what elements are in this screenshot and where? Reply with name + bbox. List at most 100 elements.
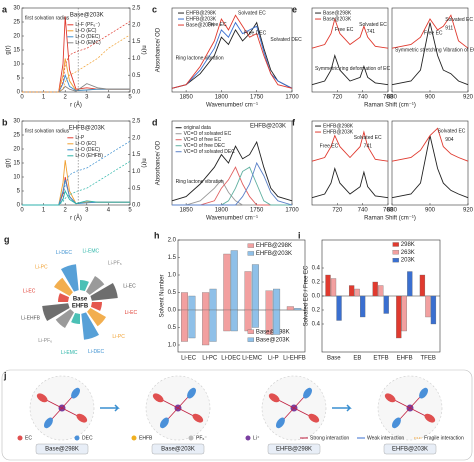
legend-label: Li-O (EC) (75, 141, 96, 147)
bar (348, 285, 355, 297)
series-line (391, 127, 469, 162)
x-axis-label: Raman Shift (cm⁻¹) (364, 103, 416, 109)
x-tick-label: 0 (20, 208, 24, 214)
bar (223, 309, 231, 332)
ring-label: Li-DEC (88, 349, 105, 355)
panel-j-frame (1, 369, 473, 461)
legend-swatch (247, 251, 255, 256)
y2-tick-label: 0.5 (132, 73, 141, 79)
panel-letter: g (4, 234, 10, 244)
bar (286, 306, 294, 311)
legend-label: EHFB@298K (256, 243, 292, 249)
annotation: Solvated EC (445, 17, 473, 23)
x-tick-label: 920 (463, 95, 474, 101)
annotation: 741 (367, 29, 376, 35)
y-tick-label: 2.0 (168, 238, 177, 244)
x-axis-label: r (Å) (70, 102, 82, 109)
chart-title: Base@203K (70, 12, 104, 18)
legend-label: Base@203K (186, 22, 215, 28)
bar (273, 288, 281, 311)
legend-swatch (392, 250, 399, 255)
legend-label: Base@203K (323, 16, 352, 22)
legend-label: original data (184, 125, 211, 131)
state-box (383, 443, 437, 455)
x-tick-label: Li-EC (181, 356, 197, 362)
y-tick-label: 0.5 (168, 290, 177, 296)
state-label: Base@298K (45, 447, 79, 453)
bar (202, 309, 210, 346)
series-line (22, 176, 130, 206)
y-tick-label: 0.0 (168, 308, 177, 314)
y-tick-label: 25 (13, 133, 20, 139)
y2-tick-label: 2.5 (132, 119, 141, 125)
annotation: 904 (445, 137, 454, 143)
state-label: EHFB@298K (276, 447, 312, 453)
legend-label: Li-O (DEC) (75, 34, 100, 40)
x-tick-label: 4 (107, 95, 111, 101)
solvent (36, 393, 48, 403)
legend-label: Li-O (EC) (75, 28, 96, 34)
x-tick-label: 1850 (179, 95, 193, 101)
legend-label: EHFB@203K (186, 16, 217, 22)
solvent (187, 387, 197, 399)
legend-label: 203K (401, 258, 415, 264)
x-tick-label: 1700 (285, 208, 299, 214)
series-line (311, 17, 389, 49)
panel-letter: i (298, 230, 301, 240)
center-label: EHFB (72, 304, 89, 310)
y2-tick-label: 0.0 (132, 90, 141, 96)
bar (251, 264, 259, 311)
series-line (172, 161, 293, 206)
series-line (391, 135, 469, 199)
y-tick-label: 10 (13, 62, 20, 68)
wedge (87, 308, 106, 327)
ring-label: Li-EC (123, 283, 136, 289)
x-tick-label: 740 (358, 208, 369, 214)
bar (383, 295, 389, 314)
y-tick-label: 5 (17, 76, 21, 82)
solvent (275, 417, 285, 429)
legend-label: EHFB@203K (256, 251, 292, 257)
solvent (268, 393, 280, 403)
series-line (311, 53, 389, 86)
x-tick-label: 900 (425, 208, 436, 214)
y-axis-label: Absorbance/ OD (156, 27, 162, 72)
legend-label: 263K (401, 250, 415, 256)
bar (181, 309, 188, 342)
y-tick-label: 0.4 (312, 266, 321, 272)
series-line (22, 179, 130, 206)
solvent (308, 413, 320, 423)
panel-letter: h (154, 230, 160, 240)
legend-label: Weak interaction (367, 435, 404, 441)
axes-frame (177, 239, 306, 353)
ring-label: Li-EHFB (21, 315, 41, 321)
cn-line (22, 161, 131, 206)
radius-label: first solvation radius (25, 15, 70, 21)
arrow (332, 404, 352, 412)
series-line (391, 22, 469, 86)
cn-line (22, 34, 131, 93)
series-line (171, 14, 293, 89)
annotation: Solvated DEC (270, 37, 302, 43)
panel-letter: b (2, 117, 8, 127)
state-label: EHFB@203K (392, 447, 428, 453)
legend-label: Li-O (EHFB) (75, 153, 103, 159)
x-axis-label: Raman Shift (cm⁻¹) (364, 216, 416, 222)
y-tick-label: 1.0 (168, 273, 177, 279)
x-tick-label: EHFB (397, 356, 413, 362)
panel-letter: f (292, 117, 296, 127)
ring-label: Li-PF₆ (108, 261, 122, 267)
radius-label: first solvation radius (25, 128, 70, 134)
annotation: Solvated EC (238, 10, 266, 16)
legend-swatch (245, 435, 251, 441)
y2-tick-label: 2.0 (132, 22, 141, 28)
x-tick-label: Li-DEC (221, 356, 241, 362)
x-tick-label: 1750 (250, 95, 264, 101)
wedge (80, 280, 89, 291)
annotation: Solvated EC (438, 128, 466, 134)
x-tick-label: 760 (383, 208, 394, 214)
bar (209, 288, 217, 311)
x-tick-label: 5 (128, 95, 132, 101)
series-line (22, 189, 130, 206)
x-tick-label: 2 (64, 208, 68, 214)
